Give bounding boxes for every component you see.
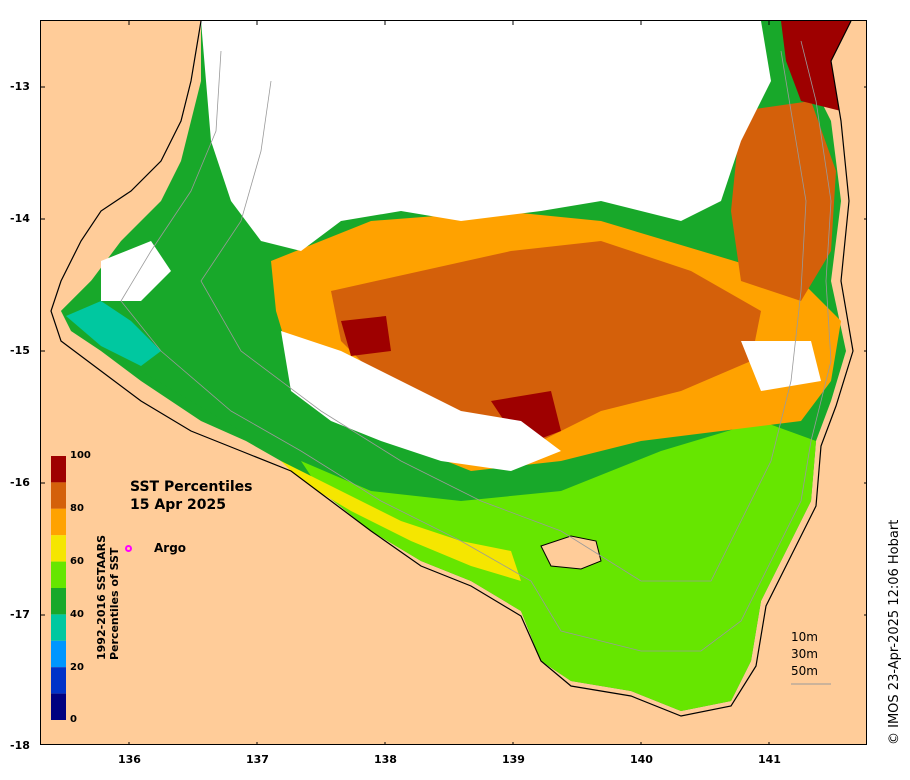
cbar-label-0: 0 [70, 714, 77, 725]
y-tick-label: -14 [10, 212, 30, 225]
cbar-label-80: 80 [70, 503, 84, 514]
map-title-line2: 15 Apr 2025 [130, 497, 226, 513]
map-panel [40, 20, 867, 745]
x-tick-label: 141 [758, 753, 781, 766]
y-tick-label: -15 [10, 344, 30, 357]
land-west [41, 21, 201, 321]
x-tick-label: 136 [118, 753, 141, 766]
dark-orange-center [331, 241, 761, 441]
cbar-seg-2 [51, 482, 66, 509]
depth-contour [120, 40, 832, 652]
cbar-label-100: 100 [70, 450, 91, 461]
dark-orange-east [731, 101, 836, 301]
land-east [741, 21, 866, 744]
land-southwest [41, 321, 741, 744]
x-tick-label: 140 [630, 753, 653, 766]
y-tick-label: -13 [10, 80, 30, 93]
depth-label-50m: 50m [791, 664, 818, 678]
colorbar-title-line1: 1992-2016 SSTAARS [95, 534, 108, 660]
y-tick-label: -17 [10, 608, 30, 621]
red-patch [491, 391, 561, 446]
depth-label-10m: 10m [791, 630, 818, 644]
cbar-seg-6 [51, 588, 66, 615]
y-tick-label: -18 [10, 739, 30, 752]
cloud-mid [281, 331, 561, 471]
y-tick-label: -16 [10, 476, 30, 489]
cbar-seg-7 [51, 614, 66, 641]
credit-text: © IMOS 23-Apr-2025 12:06 Hobart [887, 519, 902, 745]
cbar-seg-3 [51, 508, 66, 536]
cbar-label-60: 60 [70, 556, 84, 567]
cbar-seg-9 [51, 667, 66, 694]
yellow-band [281, 461, 521, 581]
island [540, 535, 602, 570]
cbar-seg-1 [51, 456, 66, 483]
cloud-east [741, 341, 821, 391]
tick-marks [41, 21, 866, 744]
cbar-seg-10 [51, 693, 66, 720]
cbar-seg-4 [51, 535, 66, 562]
sst-map [41, 21, 866, 744]
colorbar-title-line2: Percentiles of SST [108, 547, 121, 660]
coastline [50, 21, 854, 717]
colorbar-title: 1992-2016 SSTAARS Percentiles of SST [95, 535, 121, 660]
cloud-west [101, 241, 171, 301]
cbar-label-40: 40 [70, 609, 84, 620]
colorbar [51, 456, 66, 720]
red-patch-2 [341, 316, 391, 356]
x-tick-label: 138 [374, 753, 397, 766]
depth-contour-inner [200, 50, 807, 582]
west-teal [66, 301, 161, 366]
x-tick-label: 139 [502, 753, 525, 766]
cbar-label-20: 20 [70, 662, 84, 673]
x-tick-label: 137 [246, 753, 269, 766]
cbar-seg-5 [51, 561, 66, 588]
argo-marker-icon [125, 545, 132, 552]
map-title: SST Percentiles 15 Apr 2025 [130, 478, 253, 514]
argo-label: Argo [154, 541, 187, 555]
map-title-line1: SST Percentiles [130, 479, 253, 495]
cbar-seg-8 [51, 640, 66, 668]
cloud-north [201, 21, 771, 251]
depth-label-30m: 30m [791, 647, 818, 661]
